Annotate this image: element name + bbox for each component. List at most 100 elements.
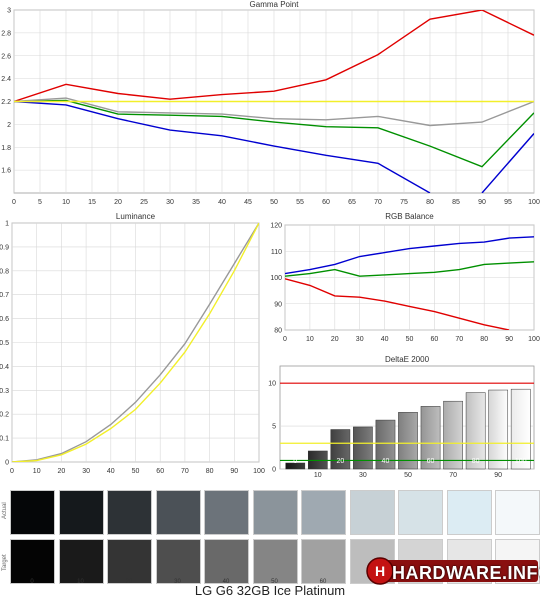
gamma-x-tick-label: 50 (270, 199, 278, 206)
luminance-x-tick-label: 90 (230, 468, 238, 475)
deltae-x-tick-label: 80 (472, 458, 480, 465)
gamma-y-tick-label: 2 (7, 122, 11, 129)
rgb-balance-series-line (285, 261, 534, 277)
gamma-x-tick-label: 30 (166, 199, 174, 206)
rgb-balance-x-tick-label: 60 (431, 336, 439, 343)
swatch-step-label: 60 (319, 579, 327, 585)
gamma-series-line (14, 100, 431, 193)
rgb-balance-y-tick-label: 120 (270, 223, 282, 230)
actual-swatch (301, 490, 346, 535)
gamma-x-tick-label: 75 (400, 199, 408, 206)
luminance-x-tick-label: 20 (58, 468, 66, 475)
deltae-x-tick-label: 10 (314, 472, 322, 479)
swatch-step-label: 0 (30, 579, 34, 585)
luminance-y-tick-label: 0.9 (0, 244, 9, 251)
rgb-balance-title: RGB Balance (385, 212, 434, 221)
gamma-x-tick-label: 0 (12, 199, 16, 206)
gamma-y-tick-label: 2.2 (1, 99, 11, 106)
deltae-bar (353, 426, 373, 470)
gamma-series-line (481, 133, 534, 193)
rgb-balance-x-tick-label: 90 (505, 336, 513, 343)
swatch-step-label: 40 (222, 579, 230, 585)
luminance-chart: 00.10.20.30.40.50.60.70.80.910 10 20 30 40 50… (0, 212, 265, 475)
luminance-x-tick-label: 60 (156, 468, 164, 475)
deltae-bar (375, 419, 396, 470)
rgb-balance-x-tick-label: 10 (306, 336, 314, 343)
rgb-balance-x-tick-label: 70 (455, 336, 463, 343)
gamma-series-line (14, 99, 534, 168)
rgb-balance-series-line (285, 236, 534, 275)
gamma-x-tick-label: 15 (88, 199, 96, 206)
svg-text:H: H (375, 563, 385, 579)
actual-row-label: Actual (2, 502, 8, 519)
deltae-x-tick-label: 0 (293, 458, 297, 465)
luminance-title: Luminance (116, 212, 156, 221)
rgb-balance-y-tick-label: 90 (274, 301, 282, 308)
luminance-x-tick-label: 30 (82, 468, 90, 475)
gamma-x-tick-label: 60 (322, 199, 330, 206)
rgb-balance-x-tick-label: 30 (356, 336, 364, 343)
gamma-chart: 1.61.822.22.42.62.830 5 10 15 20 25 30 35 40 45 50… (1, 0, 540, 206)
gamma-y-tick-label: 1.6 (1, 168, 11, 175)
gamma-x-tick-label: 20 (114, 199, 122, 206)
deltae-bar (510, 388, 531, 470)
luminance-x-tick-label: 0 (10, 468, 14, 475)
actual-swatch (349, 490, 395, 535)
luminance-y-tick-label: 0.8 (0, 268, 9, 275)
gamma-x-tick-label: 70 (374, 199, 382, 206)
deltae-title: DeltaE 2000 (385, 355, 430, 364)
rgb-balance-x-tick-label: 40 (381, 336, 389, 343)
deltae-bar (488, 389, 509, 470)
logo-text: HARDWARE.INFO (392, 563, 540, 583)
gamma-x-tick-label: 55 (296, 199, 304, 206)
gamma-x-tick-label: 40 (218, 199, 226, 206)
target-swatch (155, 539, 201, 584)
luminance-x-tick-label: 80 (206, 468, 214, 475)
luminance-y-tick-label: 0.1 (0, 436, 9, 443)
deltae-bar (443, 400, 463, 470)
deltae-x-tick-label: 100 (515, 458, 527, 465)
rgb-balance-x-tick-label: 80 (480, 336, 488, 343)
deltae-y-tick-label: 5 (272, 424, 276, 431)
gamma-x-tick-label: 10 (62, 199, 70, 206)
luminance-y-tick-label: 0.3 (0, 388, 9, 395)
deltae-x-tick-label: 90 (494, 472, 502, 479)
actual-swatch (107, 490, 152, 535)
actual-swatch (398, 490, 443, 535)
actual-swatch (252, 490, 298, 535)
deltae-x-tick-label: 60 (427, 458, 435, 465)
gamma-series-line (14, 10, 534, 103)
luminance-x-tick-label: 40 (107, 468, 115, 475)
rgb-balance-y-tick-label: 100 (270, 275, 282, 282)
actual-swatch (155, 490, 201, 535)
hardware-info-logo: H (366, 557, 538, 585)
target-swatch (301, 539, 346, 584)
deltae-bar (465, 392, 486, 470)
gamma-x-tick-label: 95 (504, 199, 512, 206)
actual-swatch (204, 490, 249, 535)
gamma-y-tick-label: 2.6 (1, 53, 11, 60)
actual-swatch (10, 490, 55, 535)
luminance-series-line (12, 223, 259, 462)
target-swatch (204, 539, 249, 584)
deltae-bar (420, 406, 441, 470)
deltae-x-tick-label: 20 (336, 458, 344, 465)
actual-swatch (58, 490, 104, 535)
gamma-x-tick-label: 45 (244, 199, 252, 206)
gamma-series-line (14, 97, 534, 127)
gamma-x-tick-label: 5 (38, 199, 42, 206)
actual-swatch (446, 490, 492, 535)
deltae-x-tick-label: 50 (404, 472, 412, 479)
deltae-bar (330, 429, 351, 470)
gamma-x-tick-label: 25 (140, 199, 148, 206)
gamma-x-tick-label: 65 (348, 199, 356, 206)
swatch-step-label: 50 (271, 579, 278, 585)
gamma-y-tick-label: 2.4 (1, 76, 11, 83)
gamma-x-tick-label: 100 (528, 199, 540, 206)
target-row-label: Target (2, 554, 8, 571)
gamma-title: Gamma Point (250, 0, 300, 9)
rgb-balance-x-tick-label: 50 (406, 336, 414, 343)
luminance-x-tick-label: 10 (33, 468, 41, 475)
